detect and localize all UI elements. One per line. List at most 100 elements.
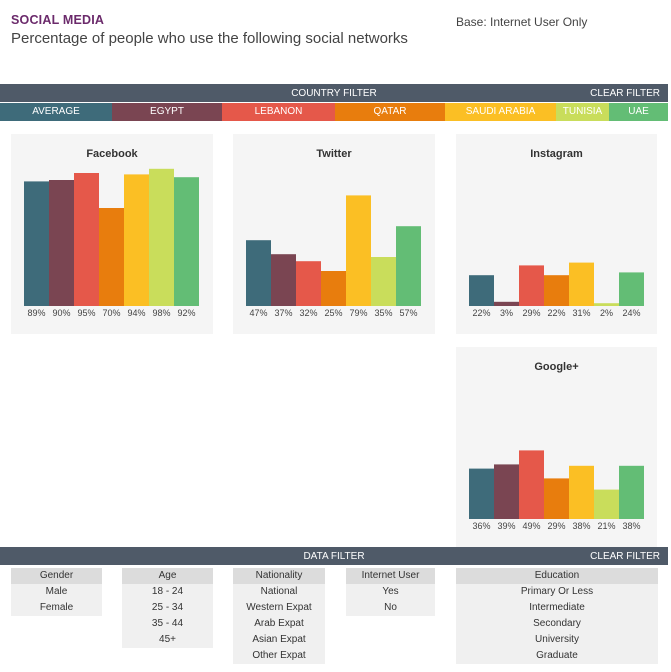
country-filter-buttons: AVERAGE EGYPT LEBANON QATAR SAUDI ARABIA TUNI… [0, 103, 668, 121]
twitter-chart-title: Twitter [316, 148, 352, 160]
data-label: 3% [500, 308, 513, 318]
country-button-average[interactable]: AVERAGE [0, 103, 112, 121]
instagram-chart: 22% 3% 29% 22% 31% 2% 24% [469, 262, 644, 318]
data-filter-header-nationality: Nationality [233, 568, 325, 584]
data-filter-option[interactable]: 25 - 34 [122, 600, 213, 616]
bar-saudi-arabia [346, 195, 371, 306]
facebook-chart-title: Facebook [86, 148, 138, 160]
googleplus-panel: Google+ 36% 39% 49% 29% 38% 21% 38% [456, 347, 657, 547]
data-filter-option[interactable]: Graduate [456, 648, 658, 664]
data-filter-option[interactable]: Male [11, 584, 102, 600]
data-filter-option[interactable]: National [233, 584, 325, 600]
data-label: 98% [152, 308, 170, 318]
bar-saudi-arabia [569, 465, 594, 519]
bar-saudi-arabia [124, 174, 149, 306]
bar-qatar [544, 275, 569, 306]
country-button-qatar[interactable]: QATAR [335, 103, 445, 121]
data-label: 25% [324, 308, 342, 318]
data-filter-group-age: Age 18 - 24 25 - 34 35 - 44 45+ [122, 568, 213, 648]
data-label: 79% [349, 308, 367, 318]
data-label: 94% [127, 308, 145, 318]
bar-average [246, 240, 271, 306]
data-label: 92% [177, 308, 195, 318]
bar-lebanon [519, 265, 544, 306]
data-filter-group-gender: Gender Male Female [11, 568, 102, 616]
data-filter-group-nationality: Nationality National Western Expat Arab Exp… [233, 568, 325, 664]
data-label: 29% [547, 521, 565, 531]
bar-average [24, 181, 49, 306]
bar-uae [396, 226, 421, 306]
page-subtitle: Percentage of people who use the followi… [11, 30, 408, 47]
data-label: 38% [572, 521, 590, 531]
bar-tunisia [149, 168, 174, 306]
instagram-chart-title: Instagram [530, 148, 583, 160]
data-label: 24% [622, 308, 640, 318]
bar-qatar [544, 478, 569, 519]
data-filter-option[interactable]: Female [11, 600, 102, 616]
data-label: 90% [52, 308, 70, 318]
country-clear-filter-button[interactable]: CLEAR FILTER [590, 88, 660, 99]
page-title: SOCIAL MEDIA [11, 13, 105, 27]
bar-tunisia [594, 303, 619, 306]
data-clear-filter-button[interactable]: CLEAR FILTER [590, 551, 660, 562]
data-filter-option[interactable]: Other Expat [233, 648, 325, 664]
data-label: 49% [522, 521, 540, 531]
data-filter-header-internet-user: Internet User [346, 568, 435, 584]
data-filter-option[interactable]: Asian Expat [233, 632, 325, 648]
data-label: 2% [600, 308, 613, 318]
country-filter-title: COUNTRY FILTER [291, 88, 377, 99]
data-filter-option[interactable]: Yes [346, 584, 435, 600]
data-filter-option[interactable]: Primary Or Less [456, 584, 658, 600]
data-label: 70% [102, 308, 120, 318]
data-label: 22% [472, 308, 490, 318]
country-button-tunisia[interactable]: TUNISIA [556, 103, 609, 121]
bar-average [469, 468, 494, 519]
country-button-uae[interactable]: UAE [609, 103, 668, 121]
country-button-egypt[interactable]: EGYPT [112, 103, 222, 121]
twitter-panel: Twitter 47% 37% 32% 25% 79% 35% 57% [233, 134, 435, 334]
country-filter-bar: COUNTRY FILTER CLEAR FILTER [0, 84, 668, 102]
bar-qatar [321, 271, 346, 306]
data-filter-option[interactable]: 18 - 24 [122, 584, 213, 600]
data-filter-option[interactable]: University [456, 632, 658, 648]
data-filter-option[interactable]: Secondary [456, 616, 658, 632]
bar-egypt [494, 301, 519, 306]
data-filter-option[interactable]: Western Expat [233, 600, 325, 616]
data-filter-option[interactable]: Arab Expat [233, 616, 325, 632]
data-filter-option[interactable]: 35 - 44 [122, 616, 213, 632]
data-filter-option[interactable]: No [346, 600, 435, 616]
bar-average [469, 275, 494, 306]
data-label: 47% [249, 308, 267, 318]
data-filter-option[interactable]: 45+ [122, 632, 213, 648]
bar-egypt [49, 180, 74, 306]
country-button-saudi-arabia[interactable]: SAUDI ARABIA [445, 103, 556, 121]
facebook-panel: Facebook 89% 90% 95% 70% 94% 98% 92% [11, 134, 213, 334]
googleplus-chart-title: Google+ [534, 361, 579, 373]
bar-lebanon [519, 450, 544, 519]
country-button-lebanon[interactable]: LEBANON [222, 103, 335, 121]
bar-lebanon [296, 261, 321, 306]
bar-saudi-arabia [569, 262, 594, 306]
bar-uae [619, 465, 644, 519]
data-label: 38% [622, 521, 640, 531]
data-label: 36% [472, 521, 490, 531]
bar-qatar [99, 208, 124, 306]
facebook-chart: 89% 90% 95% 70% 94% 98% 92% [24, 168, 199, 318]
bar-tunisia [594, 489, 619, 519]
bar-uae [174, 177, 199, 306]
data-filter-bar: DATA FILTER CLEAR FILTER [0, 547, 668, 565]
data-filter-title: DATA FILTER [303, 551, 365, 562]
data-filter-header-gender: Gender [11, 568, 102, 584]
base-note: Base: Internet User Only [456, 15, 588, 29]
data-label: 22% [547, 308, 565, 318]
data-label: 37% [274, 308, 292, 318]
data-label: 31% [572, 308, 590, 318]
data-label: 89% [27, 308, 45, 318]
data-label: 32% [299, 308, 317, 318]
bar-lebanon [74, 173, 99, 306]
data-filter-option[interactable]: Intermediate [456, 600, 658, 616]
data-filter-header-education: Education [456, 568, 658, 584]
data-filter-header-age: Age [122, 568, 213, 584]
bar-egypt [494, 464, 519, 519]
bar-uae [619, 272, 644, 306]
